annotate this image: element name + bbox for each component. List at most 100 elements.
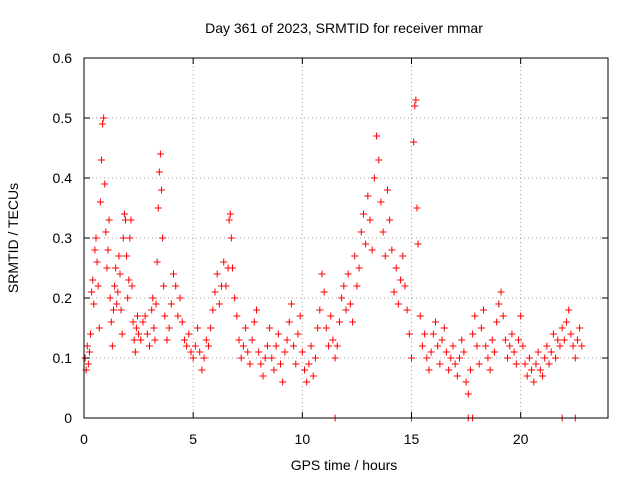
x-axis-title: GPS time / hours xyxy=(291,457,398,473)
data-point xyxy=(488,336,496,344)
data-point xyxy=(196,348,204,356)
data-point xyxy=(143,330,151,338)
data-point xyxy=(149,294,157,302)
data-point xyxy=(514,336,522,344)
y-tick-label: 0.2 xyxy=(53,290,73,306)
data-point xyxy=(277,360,284,368)
data-point xyxy=(394,300,402,308)
data-point xyxy=(165,324,173,332)
data-point xyxy=(462,378,470,386)
data-point xyxy=(506,342,514,350)
data-point xyxy=(331,354,339,362)
data-point xyxy=(547,348,555,356)
data-point xyxy=(508,330,516,338)
data-point xyxy=(303,378,311,386)
data-point xyxy=(421,330,429,338)
data-point xyxy=(318,270,326,278)
data-point xyxy=(158,186,166,194)
data-point xyxy=(397,276,405,284)
data-point xyxy=(357,228,365,236)
data-point xyxy=(252,306,260,314)
data-point xyxy=(355,264,363,272)
data-point xyxy=(482,342,490,350)
data-point xyxy=(128,282,136,290)
data-point xyxy=(368,246,376,254)
data-point xyxy=(436,360,444,368)
data-point xyxy=(213,270,221,278)
y-tick-label: 0 xyxy=(64,410,72,426)
data-point xyxy=(209,306,217,314)
data-point xyxy=(239,342,247,350)
data-point xyxy=(97,156,105,164)
data-point xyxy=(425,366,433,374)
data-point xyxy=(106,294,114,302)
data-point xyxy=(530,378,538,386)
data-point xyxy=(85,348,93,356)
data-point xyxy=(115,252,123,260)
data-point xyxy=(320,288,328,296)
data-point xyxy=(131,348,139,356)
data-point xyxy=(198,366,206,374)
data-point xyxy=(220,258,228,266)
data-point xyxy=(477,324,485,332)
data-point xyxy=(167,300,175,308)
y-tick-label: 0.4 xyxy=(53,170,73,186)
data-point xyxy=(226,210,234,218)
data-point xyxy=(133,312,141,320)
data-point xyxy=(573,336,581,344)
data-point xyxy=(104,246,112,254)
data-point xyxy=(560,336,568,344)
data-point xyxy=(486,366,494,374)
data-point xyxy=(132,324,140,332)
data-marks xyxy=(81,96,586,422)
data-point xyxy=(493,318,501,326)
data-point xyxy=(125,276,133,284)
data-point xyxy=(335,318,343,326)
data-point xyxy=(399,252,407,260)
data-point xyxy=(429,330,437,338)
data-point xyxy=(152,300,160,308)
data-point xyxy=(292,360,300,368)
data-point xyxy=(504,354,512,362)
data-point xyxy=(525,354,533,362)
data-point xyxy=(266,324,274,332)
data-point xyxy=(390,288,398,296)
data-point xyxy=(87,330,95,338)
data-point xyxy=(227,234,235,242)
data-point xyxy=(458,336,466,344)
data-point xyxy=(466,366,474,374)
data-point xyxy=(279,378,287,386)
data-point xyxy=(545,360,553,368)
data-point xyxy=(484,354,492,362)
data-point xyxy=(451,360,459,368)
data-point xyxy=(567,330,575,338)
data-point xyxy=(309,372,317,380)
data-point xyxy=(151,336,159,344)
data-point xyxy=(464,390,472,398)
data-point xyxy=(322,324,330,332)
data-point xyxy=(440,324,448,332)
data-point xyxy=(112,264,120,272)
data-point xyxy=(383,186,391,194)
x-tick-label: 10 xyxy=(295,431,311,447)
data-point xyxy=(453,372,461,380)
data-point xyxy=(116,270,124,278)
data-point xyxy=(571,354,579,362)
data-point xyxy=(283,336,291,344)
data-point xyxy=(305,360,313,368)
data-point xyxy=(174,312,182,320)
data-point xyxy=(141,312,149,320)
data-point xyxy=(327,312,335,320)
data-point xyxy=(100,114,108,122)
data-point xyxy=(410,138,418,146)
data-point xyxy=(298,348,306,356)
data-point xyxy=(111,282,119,290)
data-point xyxy=(408,354,415,362)
data-point xyxy=(554,336,562,344)
data-point xyxy=(414,240,422,248)
x-tick-label: 15 xyxy=(404,431,420,447)
data-point xyxy=(296,312,304,320)
data-point xyxy=(272,342,280,350)
data-point xyxy=(445,366,453,374)
